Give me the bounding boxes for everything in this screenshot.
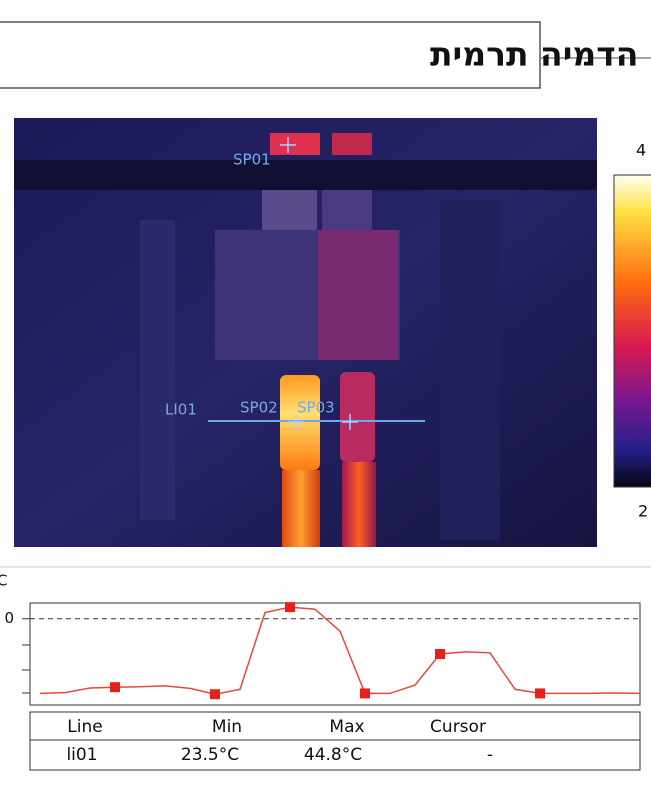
table-header: Max (329, 717, 364, 737)
title-box (0, 21, 541, 89)
table-cell: - (487, 745, 493, 765)
spot-label: SP02 (240, 399, 278, 417)
stats-table (29, 711, 641, 771)
y-tick-label: 0 (4, 609, 14, 627)
color-scale (613, 174, 651, 488)
title: צילום הדמיה תרמית (430, 35, 651, 74)
scale-min-label: 2 (638, 502, 648, 521)
cursor-marker (435, 649, 445, 659)
table-header: Cursor (430, 717, 486, 737)
spot-label: SP03 (297, 399, 335, 417)
thermal-image (14, 118, 597, 547)
minor-ticks (22, 644, 30, 694)
cursor-marker (285, 602, 295, 613)
table-header: Min (212, 717, 242, 737)
y-axis-label: C (0, 572, 7, 590)
plot-area (29, 602, 641, 706)
cursor-marker (360, 688, 370, 699)
spot-label: SP01 (233, 151, 271, 169)
table-cell: li01 (66, 745, 97, 765)
table-cell: 23.5°C (181, 745, 239, 765)
scale-max-label: 4 (636, 141, 646, 160)
cursor-marker (110, 682, 120, 693)
cursor-marker (535, 688, 545, 699)
line-label: LI01 (165, 401, 197, 419)
cursor-marker (210, 689, 220, 700)
table-cell: 44.8°C (304, 745, 362, 765)
table-header: Line (67, 717, 102, 737)
